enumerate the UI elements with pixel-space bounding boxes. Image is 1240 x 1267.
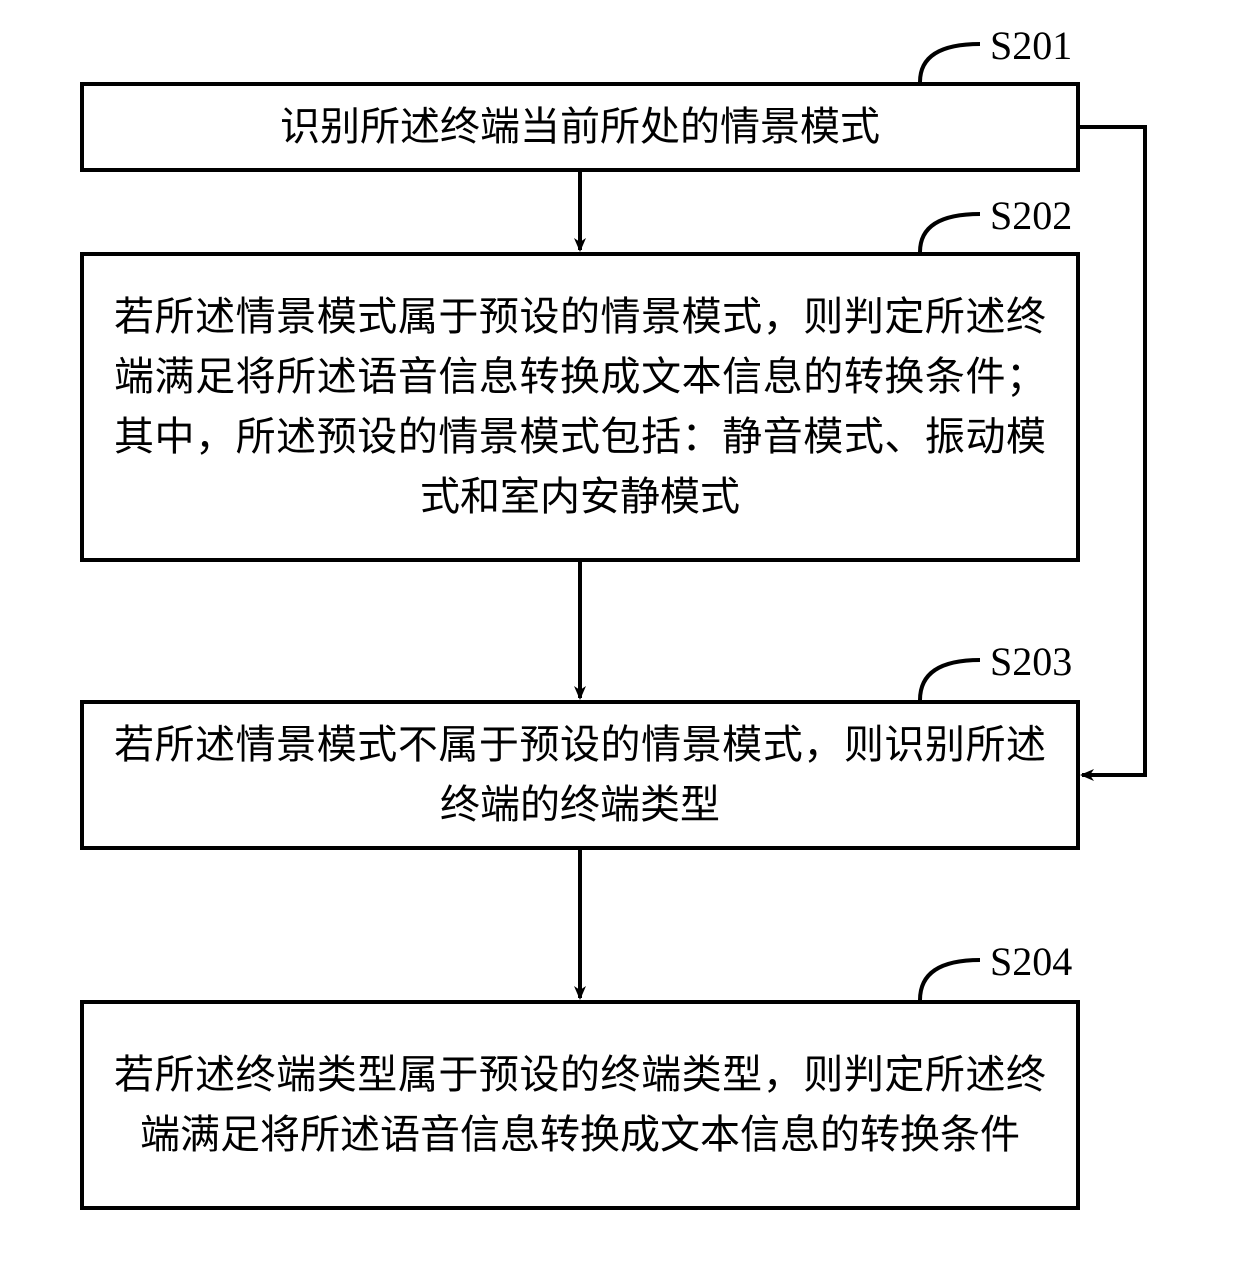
flow-step-3-text: 若所述情景模式不属于预设的情景模式，则识别所述终端的终端类型 — [114, 715, 1046, 835]
edge-n1-n3-side — [1080, 127, 1145, 775]
callout-s202 — [920, 214, 980, 252]
flow-step-4-text: 若所述终端类型属于预设的终端类型，则判定所述终端满足将所述语音信息转换成文本信息… — [114, 1045, 1046, 1165]
flow-step-1-text: 识别所述终端当前所处的情景模式 — [114, 97, 1046, 157]
step-label-s202: S202 — [990, 192, 1072, 239]
step-label-s201: S201 — [990, 22, 1072, 69]
step-label-s203: S203 — [990, 638, 1072, 685]
flow-step-2: 若所述情景模式属于预设的情景模式，则判定所述终端满足将所述语音信息转换成文本信息… — [80, 252, 1080, 562]
flowchart-canvas: 识别所述终端当前所处的情景模式 若所述情景模式属于预设的情景模式，则判定所述终端… — [0, 0, 1240, 1267]
flow-step-3: 若所述情景模式不属于预设的情景模式，则识别所述终端的终端类型 — [80, 700, 1080, 850]
flow-step-1: 识别所述终端当前所处的情景模式 — [80, 82, 1080, 172]
step-label-s204: S204 — [990, 938, 1072, 985]
flow-step-4: 若所述终端类型属于预设的终端类型，则判定所述终端满足将所述语音信息转换成文本信息… — [80, 1000, 1080, 1210]
callout-s201 — [920, 44, 980, 82]
flow-step-2-text: 若所述情景模式属于预设的情景模式，则判定所述终端满足将所述语音信息转换成文本信息… — [114, 287, 1046, 527]
callout-s203 — [920, 660, 980, 700]
callout-s204 — [920, 960, 980, 1000]
